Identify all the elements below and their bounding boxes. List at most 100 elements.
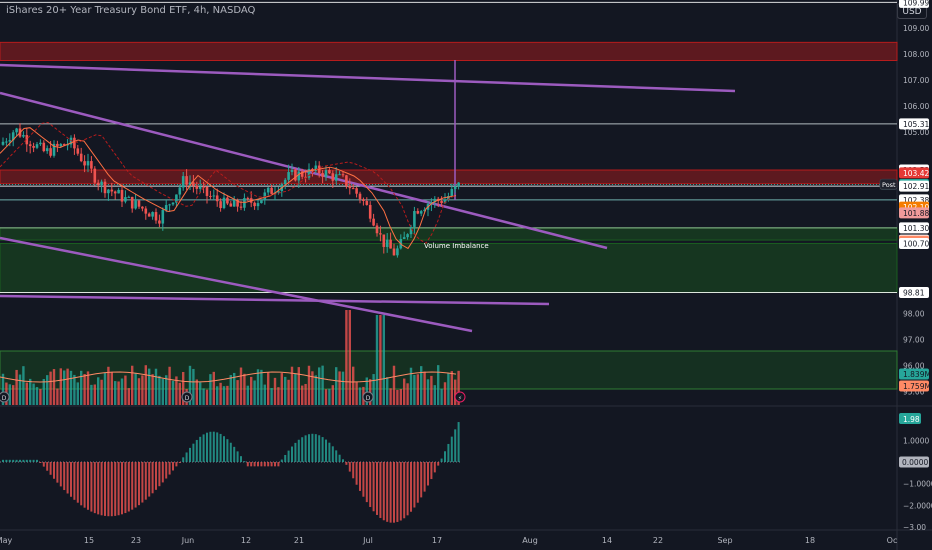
candle	[154, 212, 158, 221]
oscillator-tick: −2.0000	[903, 501, 932, 510]
time-tick: Oc	[887, 536, 898, 545]
oscillator-bar	[369, 462, 372, 507]
oscillator-bar	[226, 439, 229, 462]
oscillator-bar	[352, 462, 355, 479]
candle	[178, 187, 182, 195]
candle	[124, 197, 127, 202]
candle	[96, 182, 100, 185]
candle	[307, 168, 311, 178]
candle	[62, 144, 66, 146]
candle	[294, 169, 297, 181]
candle	[239, 206, 243, 208]
volume-bar	[392, 365, 396, 405]
candle	[15, 128, 18, 133]
candle	[103, 181, 107, 194]
time-tick: 18	[805, 536, 815, 545]
candle	[331, 173, 335, 181]
candle	[358, 193, 362, 200]
candle	[188, 182, 192, 185]
oscillator-bar	[274, 462, 276, 467]
volume-bar	[8, 384, 11, 405]
symbol-tag-label: Post	[882, 181, 896, 189]
volume-bar	[66, 368, 69, 405]
volume-bar	[433, 385, 436, 405]
price-marker	[899, 118, 929, 130]
volume-bar	[195, 379, 198, 405]
volume-bar	[205, 389, 209, 405]
oscillator-bar	[263, 462, 266, 467]
volume-bar	[379, 315, 382, 405]
volume-bar	[430, 375, 433, 405]
volume-bar	[389, 388, 392, 405]
time-tick: 22	[653, 536, 663, 545]
volume-bar	[345, 310, 348, 405]
oscillator-bar	[389, 462, 392, 523]
candle	[297, 171, 301, 181]
event-marker-label: D	[366, 395, 371, 402]
time-tick: Aug	[522, 536, 538, 545]
oscillator-bar	[229, 442, 232, 462]
price-tick: 108.00	[903, 50, 929, 59]
volume-bar	[263, 384, 266, 405]
volume-bar	[409, 367, 413, 405]
volume-bar	[423, 371, 426, 405]
event-marker-3	[454, 391, 466, 403]
candle	[185, 176, 188, 185]
candle	[93, 168, 97, 183]
oscillator-bar	[416, 462, 419, 503]
oscillator-bar	[270, 462, 273, 467]
oscillator-bar	[396, 462, 399, 522]
volume-bar	[253, 380, 256, 405]
volume-bar	[93, 384, 96, 405]
candle	[39, 142, 42, 145]
candle	[134, 200, 137, 209]
volume-bar	[287, 379, 290, 405]
candle	[321, 173, 324, 177]
candle	[345, 175, 348, 186]
candle	[11, 132, 15, 141]
candle	[66, 144, 69, 146]
volume-bar	[134, 373, 137, 405]
candle	[396, 248, 399, 256]
candle	[110, 189, 114, 192]
oscillator-bar	[49, 462, 52, 475]
oscillator-bar	[376, 462, 378, 515]
oscillator-bar	[260, 462, 263, 467]
volume-bar	[396, 389, 399, 405]
price-marker	[899, 207, 929, 219]
volume-bar	[447, 373, 450, 405]
time-tick: May	[0, 536, 13, 545]
oscillator-bar	[12, 459, 15, 462]
volume-bar	[348, 310, 351, 405]
volume-bar	[416, 374, 419, 405]
volume-bar	[73, 374, 76, 405]
oscillator-bar	[80, 462, 83, 506]
candle	[137, 200, 141, 207]
oscillator-bar	[325, 439, 327, 462]
oscillator-bar	[331, 446, 334, 462]
candle	[266, 187, 270, 193]
volume-bar	[318, 367, 321, 405]
volume-bar	[222, 386, 226, 405]
volume-bar	[15, 369, 18, 405]
candle	[402, 237, 406, 239]
price-marker-label: 98.81	[903, 289, 925, 298]
oscillator-bar	[423, 462, 426, 492]
oscillator-bar	[172, 462, 174, 471]
volume-bar	[229, 375, 232, 405]
volume-bar	[328, 388, 331, 405]
candle	[382, 234, 386, 247]
candle	[379, 233, 382, 235]
volume-bar	[307, 365, 311, 405]
oscillator-bar	[131, 462, 134, 510]
candle	[45, 148, 49, 152]
time-tick: 15	[84, 536, 94, 545]
volume-bar	[273, 377, 277, 405]
volume-bar	[178, 382, 181, 405]
oscillator-bar	[440, 458, 443, 462]
price-marker-label: 109.99	[903, 0, 929, 7]
candle	[348, 185, 352, 189]
volume-bar	[267, 372, 270, 405]
event-marker-0	[0, 391, 10, 403]
